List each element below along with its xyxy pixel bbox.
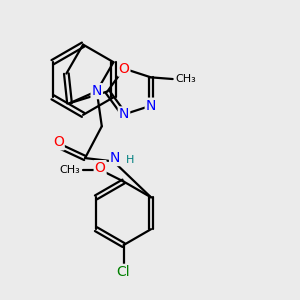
Text: CH₃: CH₃ bbox=[175, 74, 196, 84]
Text: O: O bbox=[53, 135, 64, 149]
Text: O: O bbox=[95, 161, 106, 175]
Text: O: O bbox=[118, 61, 129, 76]
Text: N: N bbox=[119, 107, 129, 122]
Text: CH₃: CH₃ bbox=[60, 165, 80, 175]
Text: N: N bbox=[110, 151, 120, 165]
Text: H: H bbox=[126, 155, 134, 165]
Text: Cl: Cl bbox=[117, 265, 130, 279]
Text: N: N bbox=[92, 84, 102, 98]
Text: N: N bbox=[146, 99, 156, 113]
